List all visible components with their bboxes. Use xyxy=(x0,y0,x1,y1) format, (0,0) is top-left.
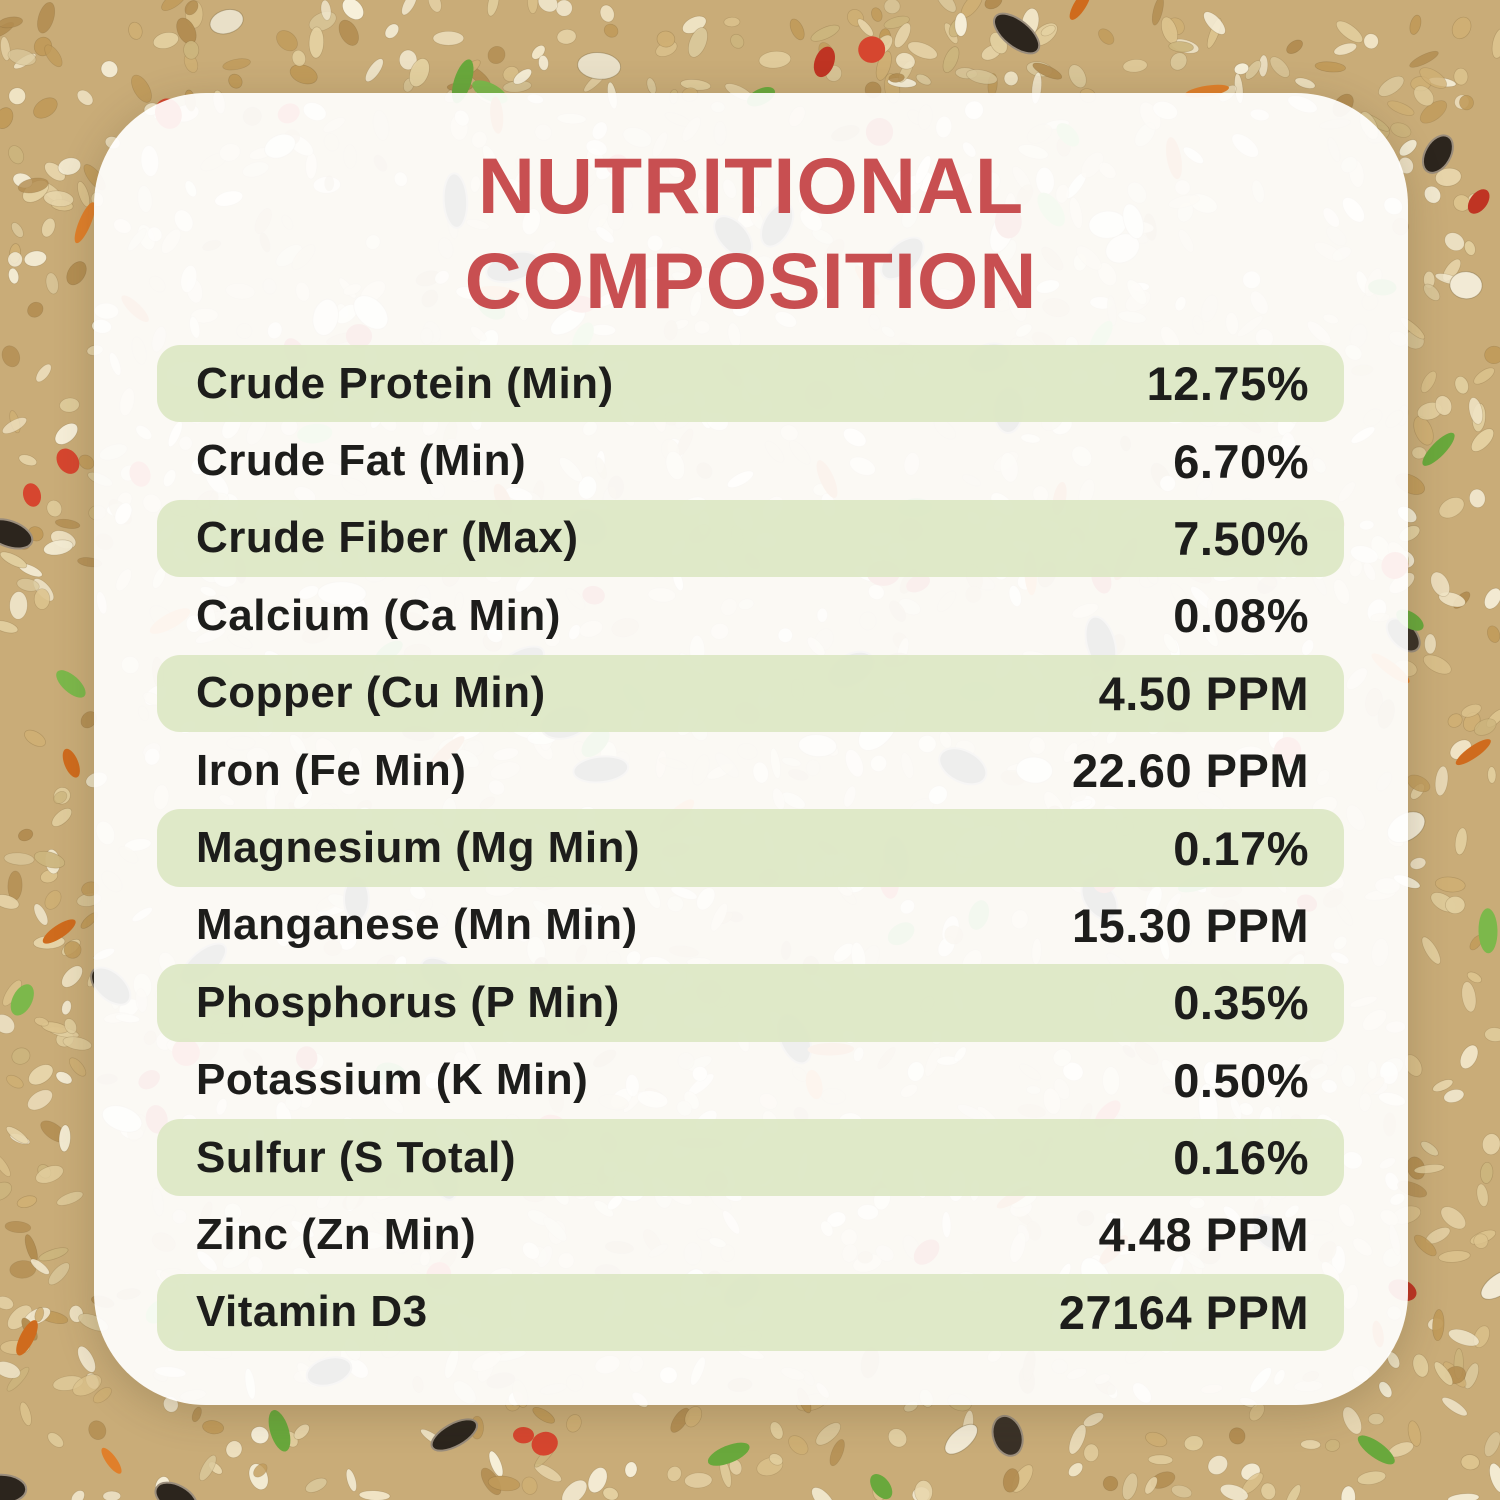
nutrient-label: Magnesium (Mg Min) xyxy=(196,823,641,873)
nutrient-label: Calcium (Ca Min) xyxy=(196,590,561,640)
table-row: Vitamin D3 27164 PPM xyxy=(157,1273,1344,1352)
nutrient-label: Potassium (K Min) xyxy=(196,1055,589,1105)
title-line-2: COMPOSITION xyxy=(464,235,1038,325)
nutrient-value: 4.50 PPM xyxy=(1098,666,1309,720)
table-row: Phosphorus (P Min) 0.35% xyxy=(157,964,1344,1042)
nutrient-value: 0.16% xyxy=(1173,1131,1309,1185)
nutrient-label: Sulfur (S Total) xyxy=(196,1132,517,1182)
nutrition-card: NUTRITIONAL COMPOSITION Crude Protein (M… xyxy=(94,93,1408,1405)
nutrient-label: Crude Fiber (Max) xyxy=(196,513,579,563)
nutrient-value: 7.50% xyxy=(1173,511,1309,565)
nutrient-value: 0.17% xyxy=(1173,821,1309,875)
nutrient-value: 0.35% xyxy=(1173,976,1309,1030)
nutrient-label: Crude Fat (Min) xyxy=(196,436,527,486)
table-row: Calcium (Ca Min) 0.08% xyxy=(157,577,1344,654)
nutrient-label: Phosphorus (P Min) xyxy=(196,977,620,1027)
table-row: Copper (Cu Min) 4.50 PPM xyxy=(157,654,1344,732)
nutrient-value: 27164 PPM xyxy=(1058,1285,1309,1339)
nutrient-value: 0.08% xyxy=(1173,589,1309,643)
table-row: Manganese (Mn Min) 15.30 PPM xyxy=(157,887,1344,964)
nutrient-value: 12.75% xyxy=(1146,357,1309,411)
nutrient-value: 15.30 PPM xyxy=(1071,898,1309,952)
table-row: Magnesium (Mg Min) 0.17% xyxy=(157,809,1344,887)
nutrient-label: Manganese (Mn Min) xyxy=(196,900,638,950)
nutrient-value: 22.60 PPM xyxy=(1071,744,1309,798)
nutrient-label: Crude Protein (Min) xyxy=(196,358,614,408)
nutrient-value: 6.70% xyxy=(1173,434,1309,488)
table-row: Crude Fiber (Max) 7.50% xyxy=(157,499,1344,578)
table-row: Potassium (K Min) 0.50% xyxy=(157,1042,1344,1119)
nutrition-table: Crude Protein (Min) 12.75% Crude Fat (Min)… xyxy=(157,345,1344,1352)
nutrient-value: 4.48 PPM xyxy=(1098,1208,1309,1262)
page-title: NUTRITIONAL COMPOSITION xyxy=(94,139,1408,329)
nutrient-label: Iron (Fe Min) xyxy=(196,745,467,795)
title-line-1: NUTRITIONAL xyxy=(477,141,1025,230)
table-row: Crude Fat (Min) 6.70% xyxy=(157,422,1344,499)
nutrient-value: 0.50% xyxy=(1173,1053,1309,1107)
table-row: Sulfur (S Total) 0.16% xyxy=(157,1118,1344,1197)
table-row: Iron (Fe Min) 22.60 PPM xyxy=(157,732,1344,809)
table-row: Zinc (Zn Min) 4.48 PPM xyxy=(157,1196,1344,1273)
nutrient-label: Vitamin D3 xyxy=(196,1287,428,1337)
nutrient-label: Zinc (Zn Min) xyxy=(196,1209,477,1259)
nutrient-label: Copper (Cu Min) xyxy=(196,668,546,718)
table-row: Crude Protein (Min) 12.75% xyxy=(157,345,1344,423)
